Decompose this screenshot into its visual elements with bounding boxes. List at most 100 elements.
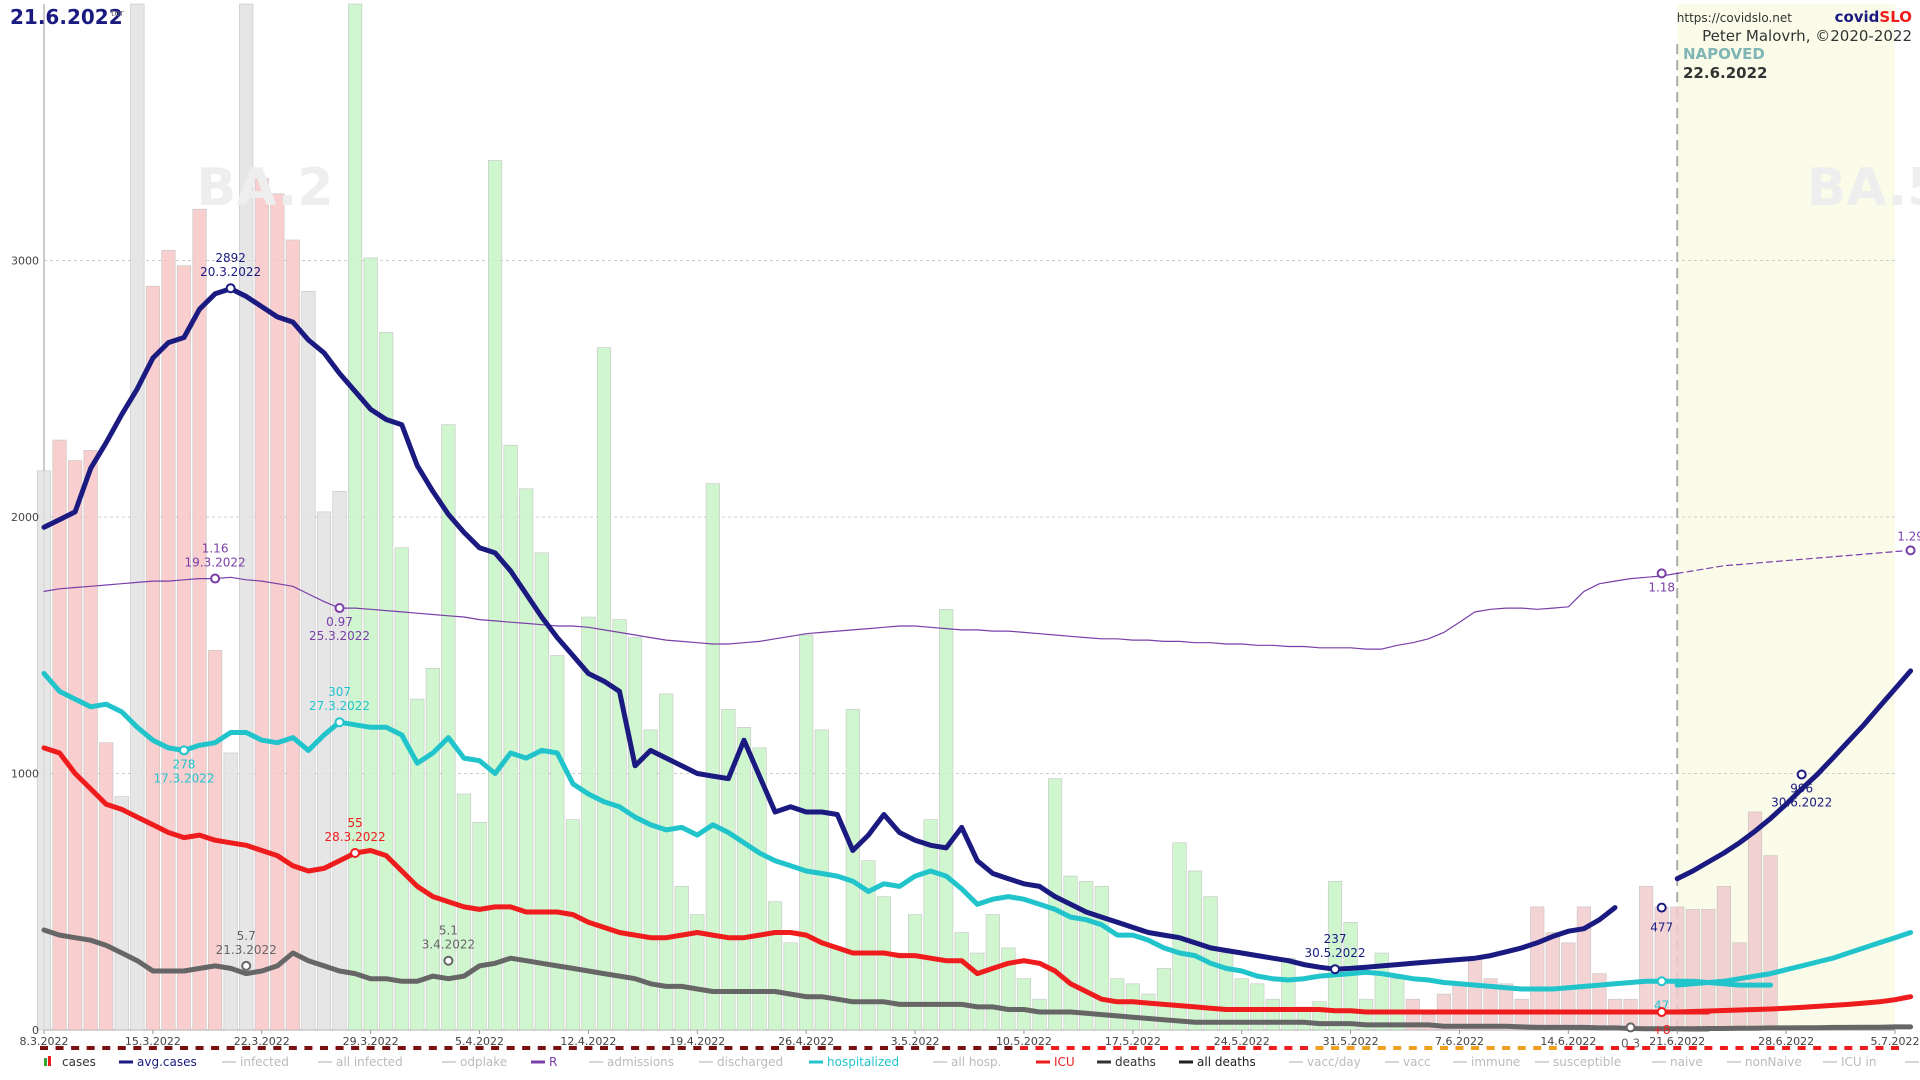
timeline-segment: [739, 1046, 748, 1050]
header-date-suffix: tor: [111, 9, 124, 19]
bar-cases: [192, 208, 207, 1031]
timeline-segment: [817, 1046, 826, 1050]
bar-cases: [1390, 978, 1405, 1031]
timeline-segment: [195, 1046, 204, 1050]
timeline-segment: [1299, 1046, 1308, 1050]
annotation-value: 1.18: [1648, 580, 1675, 594]
legend-item: all infected: [336, 1055, 403, 1069]
timeline-segment: [1175, 1046, 1184, 1050]
timeline-segment: [1875, 1046, 1884, 1050]
bar-cases: [1639, 886, 1654, 1031]
timeline-segment: [1502, 1046, 1511, 1050]
x-tick-label: 26.4.2022: [778, 1035, 834, 1048]
bar-cases: [363, 257, 378, 1031]
bar-cases: [1110, 978, 1125, 1031]
timeline-segment: [1222, 1046, 1231, 1050]
timeline-segment: [631, 1046, 640, 1050]
timeline-segment: [615, 1046, 624, 1050]
bar-cases: [923, 819, 938, 1031]
legend-swatch: [44, 1058, 47, 1066]
annotation-marker: [350, 848, 361, 859]
bar-cases: [488, 160, 503, 1031]
legend-item: vacc/day: [1307, 1055, 1361, 1069]
bar-cases: [394, 547, 409, 1031]
annotation-value: 47: [1654, 998, 1669, 1012]
bar-cases: [752, 747, 767, 1031]
annotation-value: 278: [173, 757, 196, 771]
bar-cases: [1467, 957, 1483, 1031]
x-tick-label: 5.4.2022: [455, 1035, 504, 1048]
timeline-segment: [1455, 1046, 1464, 1050]
legend-item: R: [549, 1055, 557, 1069]
annotation-date: 19.3.2022: [185, 556, 246, 570]
bar-cases: [674, 886, 689, 1031]
timeline-segment: [1859, 1046, 1868, 1050]
bar-cases: [1265, 998, 1280, 1031]
timeline-segment: [1331, 1046, 1340, 1050]
annotation-marker: [1905, 545, 1916, 556]
bar-cases: [1607, 998, 1623, 1031]
timeline-segment: [1704, 1046, 1713, 1050]
timeline-segment: [1564, 1046, 1573, 1050]
bar-cases: [1187, 870, 1203, 1031]
timeline-segment: [646, 1046, 655, 1050]
legend-item: all hosp.: [951, 1055, 1001, 1069]
timeline-segment: [942, 1046, 951, 1050]
annotation-value: 237: [1324, 932, 1347, 946]
timeline-segment: [771, 1046, 780, 1050]
bar-cases: [612, 619, 627, 1031]
timeline-segment: [1051, 1046, 1060, 1050]
annotation-value: 5.7: [237, 929, 256, 943]
timeline-segment: [335, 1046, 344, 1050]
timeline-segment: [1019, 1046, 1028, 1050]
annotation-value: 5.1: [439, 924, 458, 938]
bar-cases: [1576, 906, 1591, 1031]
timeline-segment: [1315, 1046, 1324, 1050]
x-tick-label: 15.3.2022: [125, 1035, 181, 1048]
legend-item: admissions: [607, 1055, 674, 1069]
timeline-segment: [1548, 1046, 1557, 1050]
timeline-segment: [1408, 1046, 1417, 1050]
bar-cases: [1156, 968, 1172, 1031]
forecast-label: NAPOVED: [1683, 45, 1765, 63]
annotation-marker: [210, 573, 221, 584]
timeline-segment: [662, 1046, 671, 1050]
bar-cases: [130, 3, 145, 1031]
legend-item: deaths: [1115, 1055, 1156, 1069]
bar-cases: [68, 460, 83, 1031]
bar-cases: [830, 947, 845, 1031]
bar-cases: [736, 727, 752, 1031]
timeline-segment: [1284, 1046, 1293, 1050]
series-hospitalized: [41, 671, 1774, 992]
series-deaths: [41, 927, 1711, 1032]
bar-cases: [270, 193, 285, 1031]
timeline-segment: [304, 1046, 313, 1050]
timeline-segment: [1626, 1046, 1635, 1050]
x-tick-label: 17.5.2022: [1105, 1035, 1161, 1048]
annotation-date: 28.3.2022: [325, 830, 386, 844]
bar-cases: [1016, 978, 1032, 1031]
bar-cases: [456, 793, 472, 1031]
y-tick-label: 3000: [11, 255, 39, 268]
header-url[interactable]: https://covidslo.net: [1677, 11, 1793, 25]
annotation-marker: [334, 603, 345, 614]
bar-cases: [565, 819, 580, 1031]
x-tick-label: 24.5.2022: [1214, 1035, 1270, 1048]
bar-cases: [1250, 983, 1265, 1031]
timeline-segment: [1113, 1046, 1122, 1050]
legend-item: infected: [240, 1055, 289, 1069]
timeline-segment: [351, 1046, 360, 1050]
legend-item: avg.cases: [137, 1055, 197, 1069]
bar-cases: [425, 668, 440, 1031]
timeline-segment: [1844, 1046, 1853, 1050]
annotation-value: 55: [347, 816, 362, 830]
bar-cases: [1405, 998, 1420, 1031]
lines: [41, 286, 1914, 1032]
timeline-segment: [133, 1046, 142, 1050]
timeline-segment: [1673, 1046, 1682, 1050]
annotation-date: 30.5.2022: [1304, 946, 1365, 960]
variant-label-ba5: BA.5: [1807, 158, 1920, 218]
bar-cases: [176, 265, 192, 1031]
